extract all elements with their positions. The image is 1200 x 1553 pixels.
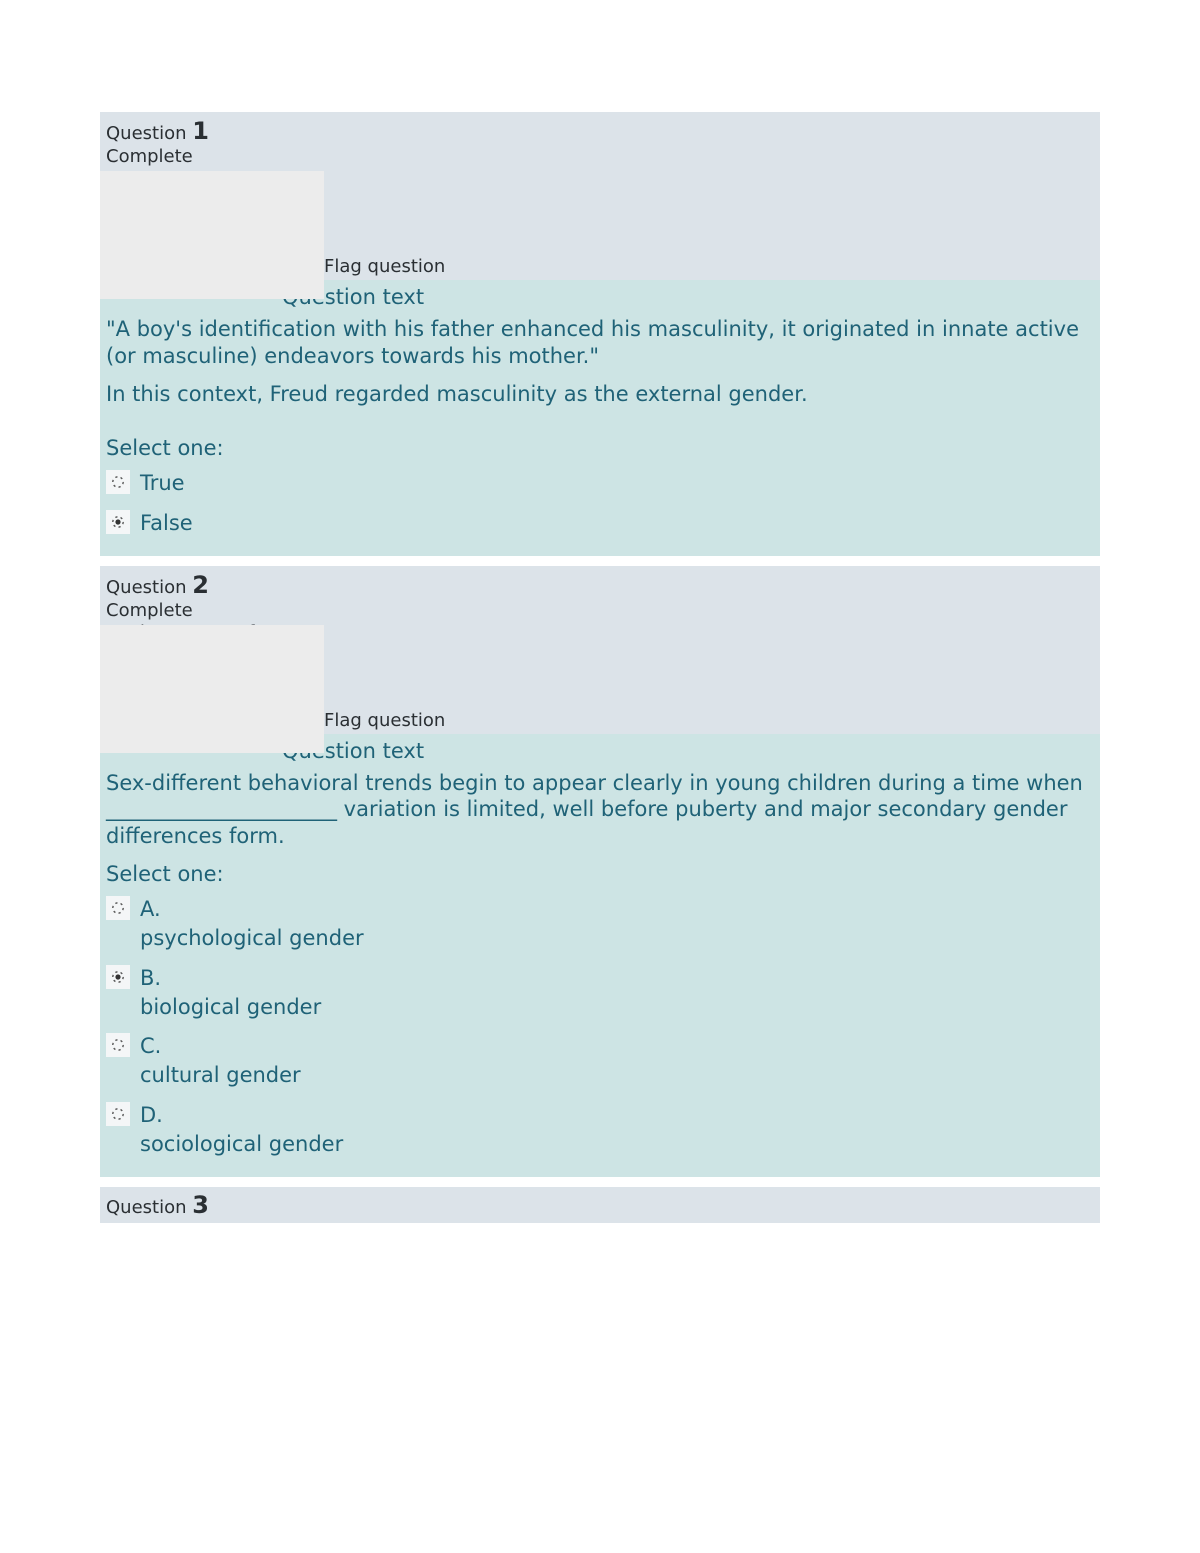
- select-one-label: Select one:: [106, 861, 1094, 887]
- question-number-line: Question 1: [106, 116, 1094, 146]
- flag-box: [100, 625, 324, 753]
- question-paragraph: "A boy's identification with his father …: [106, 316, 1094, 369]
- option-row[interactable]: A. psychological gender: [106, 893, 1094, 952]
- question-word: Question: [106, 577, 187, 598]
- option-label: True: [140, 467, 185, 496]
- question-header: Question 3: [100, 1187, 1100, 1223]
- question-paragraph: In this context, Freud regarded masculin…: [106, 381, 1094, 407]
- option-label: False: [140, 507, 193, 536]
- option-row[interactable]: True: [106, 467, 1094, 496]
- flag-box: [100, 171, 324, 299]
- question-number: 3: [192, 1191, 209, 1219]
- question-header: Question 1 Complete Mark 1.00 out of 1.0…: [100, 112, 1100, 280]
- option-letter: A.: [140, 893, 364, 922]
- option-letter: C.: [140, 1030, 301, 1059]
- radio-icon[interactable]: [106, 1102, 130, 1126]
- question-number: 1: [192, 117, 209, 145]
- option-row[interactable]: B. biological gender: [106, 962, 1094, 1021]
- question-word: Question: [106, 1197, 187, 1218]
- radio-icon[interactable]: [106, 1033, 130, 1057]
- question-status: Complete: [106, 600, 1094, 623]
- flag-question-link[interactable]: Flag question: [324, 710, 445, 731]
- question-status: Complete: [106, 146, 1094, 169]
- question-number: 2: [192, 571, 209, 599]
- option-label: psychological gender: [140, 922, 364, 951]
- option-label: cultural gender: [140, 1059, 301, 1088]
- option-label: biological gender: [140, 991, 321, 1020]
- select-one-label: Select one:: [106, 435, 1094, 461]
- question-word: Question: [106, 123, 187, 144]
- question-number-line: Question 2: [106, 570, 1094, 600]
- question-paragraph: Sex-different behavioral trends begin to…: [106, 770, 1094, 849]
- flag-question-link[interactable]: Flag question: [324, 256, 445, 277]
- radio-icon[interactable]: [106, 965, 130, 989]
- option-row[interactable]: D. sociological gender: [106, 1099, 1094, 1158]
- option-row[interactable]: C. cultural gender: [106, 1030, 1094, 1089]
- option-letter: D.: [140, 1099, 343, 1128]
- option-label: sociological gender: [140, 1128, 343, 1157]
- spacer: [100, 556, 1100, 566]
- option-letter: B.: [140, 962, 321, 991]
- radio-icon[interactable]: [106, 470, 130, 494]
- question-number-line: Question 3: [106, 1191, 1094, 1219]
- question-body: Question text Sex-different behavioral t…: [100, 734, 1100, 1177]
- radio-icon[interactable]: [106, 510, 130, 534]
- radio-icon[interactable]: [106, 896, 130, 920]
- question-body: Question text "A boy's identification wi…: [100, 280, 1100, 556]
- question-header: Question 2 Complete Mark 1.00 out of 1.0…: [100, 566, 1100, 734]
- option-row[interactable]: False: [106, 507, 1094, 536]
